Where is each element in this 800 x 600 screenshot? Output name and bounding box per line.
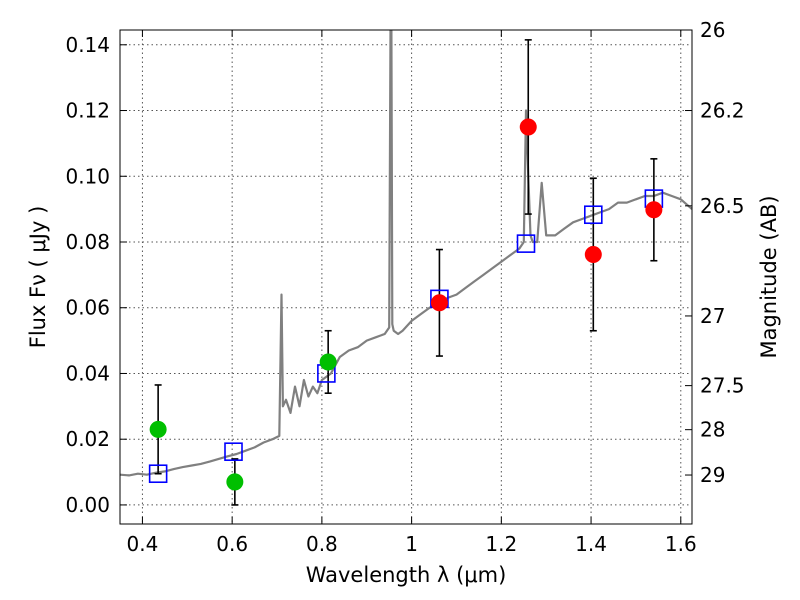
optical-point	[319, 353, 337, 371]
x-tick-label: 1.6	[665, 532, 697, 556]
x-tick-label: 0.8	[306, 532, 338, 556]
tick-labels: 0.4 0.6 0.8 1 1.2 1.4 1.6 0.00 0.02 0.04 0.06 0.08 0…	[65, 18, 744, 556]
nir-point	[519, 118, 537, 136]
y-tick-label: 0.04	[65, 361, 110, 385]
optical-point	[226, 473, 244, 491]
model-square	[224, 442, 243, 461]
right-tick-label: 26	[700, 18, 725, 42]
right-tick-label: 29	[700, 463, 725, 487]
optical-point	[149, 420, 167, 438]
nir-point	[645, 201, 663, 219]
x-tick-label: 0.4	[127, 532, 159, 556]
nir-point	[430, 294, 448, 312]
x-axis-title: Wavelength λ (μm)	[306, 563, 507, 587]
model-square	[516, 234, 536, 253]
model-square	[148, 464, 168, 484]
right-tick-label: 27.5	[700, 374, 745, 398]
model-square	[584, 205, 603, 225]
right-tick-label: 26.2	[700, 99, 745, 123]
y-tick-label: 0.02	[65, 427, 110, 451]
y-tick-label: 0.06	[65, 296, 110, 320]
y-tick-label: 0.08	[65, 230, 110, 254]
right-tick-label: 28	[700, 418, 725, 442]
x-tick-label: 1.4	[575, 532, 607, 556]
x-tick-label: 1.2	[485, 532, 517, 556]
ticks	[120, 29, 692, 524]
spectrum-line	[120, 30, 692, 477]
series-layer	[120, 30, 692, 506]
right-tick-label: 27	[700, 304, 725, 328]
plot-frame	[119, 29, 693, 525]
grid	[120, 30, 692, 524]
y-tick-label: 0.12	[65, 99, 110, 123]
x-tick-label: 0.6	[216, 532, 248, 556]
right-tick-label: 26.5	[700, 194, 745, 218]
nir-point	[584, 245, 602, 263]
x-tick-label: 1	[405, 532, 418, 556]
y-axis-title: Flux Fν ( μJy )	[26, 206, 50, 349]
y-tick-label: 0.00	[65, 493, 110, 517]
y-tick-label: 0.10	[65, 164, 110, 188]
y-tick-label: 0.14	[65, 33, 110, 57]
y-right-axis-title: Magnitude (AB)	[757, 195, 781, 358]
